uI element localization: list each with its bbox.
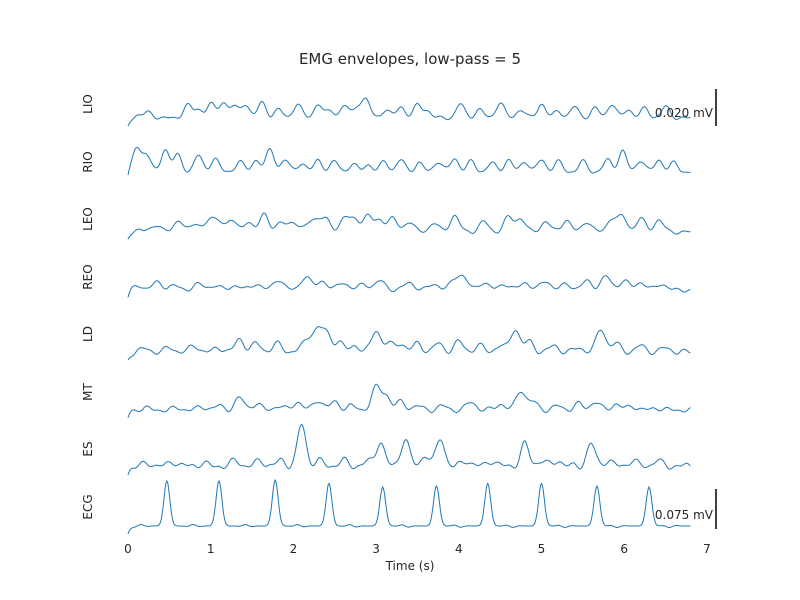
- channel-label-mt: MT: [81, 382, 95, 400]
- trace-ecg: [127, 478, 691, 535]
- channel-label-es: ES: [81, 441, 95, 456]
- chart-title: EMG envelopes, low-pass = 5: [299, 50, 521, 68]
- x-axis-label: Time (s): [385, 559, 435, 573]
- channel-label-ld: LD: [81, 326, 95, 342]
- scale-bars-group: 0.020 mV 0.075 mV: [655, 89, 717, 529]
- x-tick-label: 3: [372, 542, 380, 556]
- scale-bar-label-lio: 0.020 mV: [655, 106, 714, 120]
- trace-mt: [127, 383, 691, 418]
- channel-label-ecg: ECG: [81, 494, 95, 519]
- scale-bar-label-ecg: 0.075 mV: [655, 508, 714, 522]
- x-tick-label: 6: [620, 542, 628, 556]
- channel-label-reo: REO: [81, 264, 95, 289]
- channel-labels-group: LIO RIO LEO REO LD MT ES ECG: [81, 94, 95, 519]
- channel-label-leo: LEO: [81, 207, 95, 231]
- trace-reo: [127, 274, 691, 298]
- x-tick-label: 5: [538, 542, 546, 556]
- x-tick-label: 7: [703, 542, 711, 556]
- x-tick-label: 1: [207, 542, 215, 556]
- x-tick-label: 2: [290, 542, 298, 556]
- trace-lio: [127, 97, 691, 127]
- traces-group: [127, 97, 691, 535]
- x-tick-label: 4: [455, 542, 463, 556]
- trace-es: [127, 423, 691, 476]
- x-tick-label: 0: [124, 542, 132, 556]
- trace-rio: [127, 146, 691, 176]
- channel-label-rio: RIO: [81, 151, 95, 172]
- trace-leo: [127, 212, 691, 240]
- channel-label-lio: LIO: [81, 94, 95, 114]
- trace-ld: [127, 326, 691, 361]
- x-tick-labels-group: 0 1 2 3 4 5 6 7: [124, 542, 711, 556]
